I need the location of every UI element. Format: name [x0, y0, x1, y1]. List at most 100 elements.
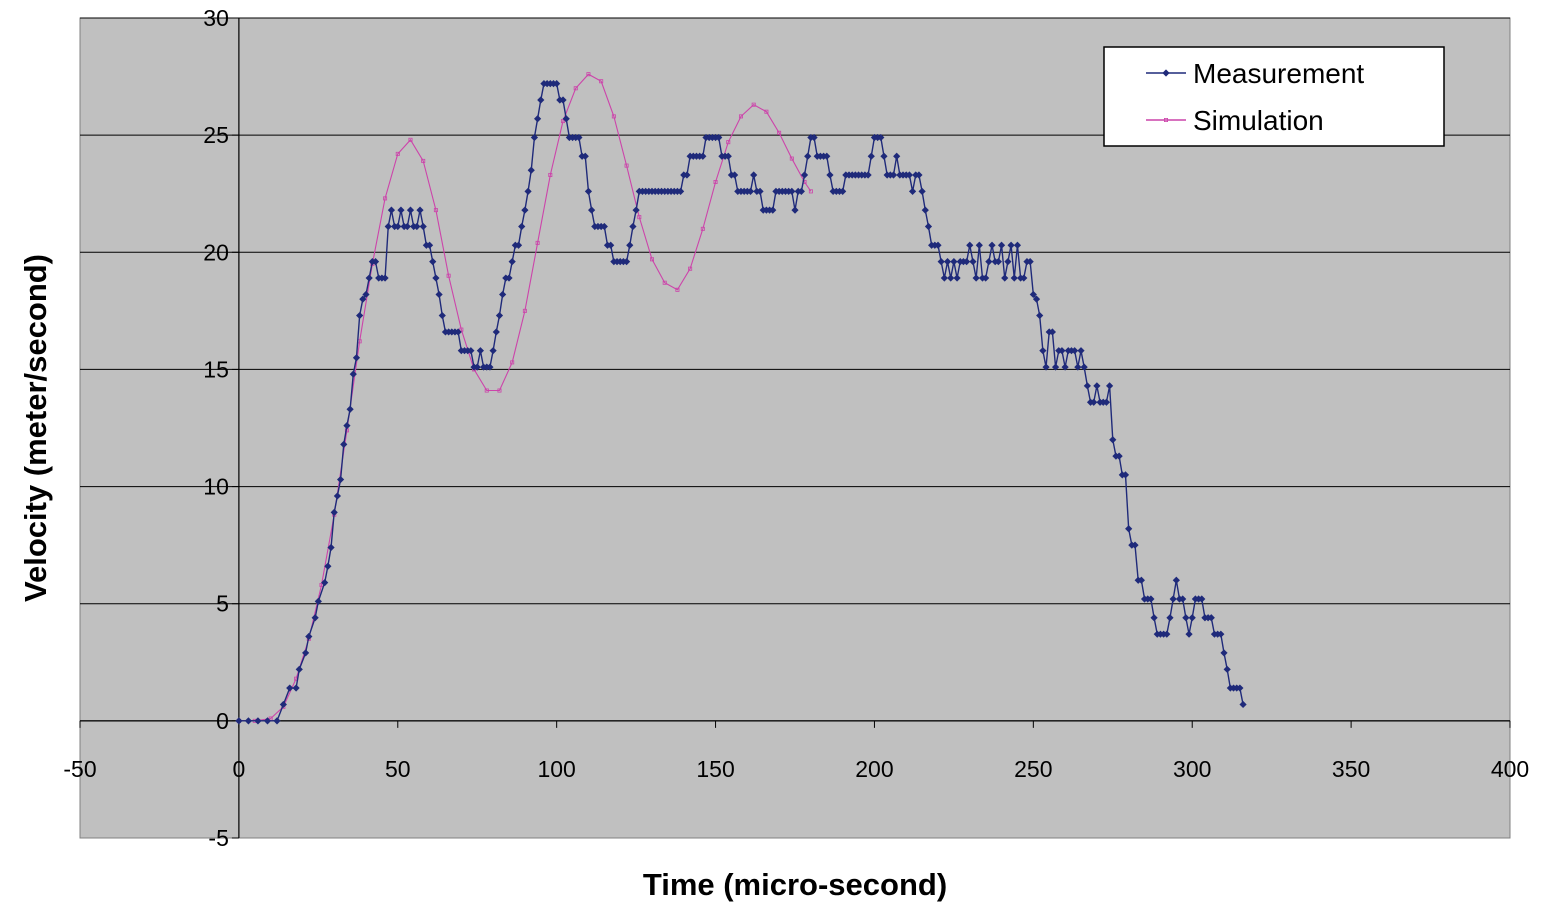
simulation-point — [408, 137, 413, 142]
measurement-point — [953, 274, 961, 282]
simulation-point — [738, 114, 743, 119]
measurement-point — [406, 206, 415, 214]
measurement-point — [467, 347, 475, 355]
measurement-point — [495, 311, 504, 320]
measurement-point — [607, 241, 615, 249]
measurement-point — [321, 579, 329, 587]
measurement-point — [263, 717, 272, 725]
measurement-point — [997, 241, 1006, 249]
measurement-point — [381, 274, 389, 282]
measurement-point — [1137, 576, 1145, 584]
measurement-point — [1004, 258, 1012, 266]
measurement-series — [235, 80, 1247, 725]
legend-swatch-marker — [1164, 118, 1169, 123]
measurement-point — [937, 258, 945, 266]
measurement-point — [1093, 382, 1101, 390]
x-tick-label: 0 — [232, 756, 245, 782]
measurement-point — [524, 187, 532, 195]
measurement-point — [505, 274, 513, 282]
measurement-point — [559, 96, 567, 104]
measurement-point — [286, 684, 294, 692]
measurement-point — [969, 258, 977, 266]
measurement-point — [1182, 614, 1190, 622]
measurement-point — [731, 171, 739, 179]
measurement-point — [330, 508, 338, 516]
measurement-point — [1172, 576, 1180, 584]
plot-area — [79, 17, 1511, 839]
measurement-point — [1163, 630, 1171, 638]
measurement-point — [943, 258, 952, 266]
measurement-point — [940, 274, 948, 282]
measurement-point — [292, 684, 300, 692]
simulation-point — [268, 716, 273, 721]
measurement-point — [750, 171, 758, 179]
measurement-point — [1039, 347, 1047, 355]
measurement-point — [371, 258, 380, 266]
measurement-point — [362, 290, 370, 299]
measurement-point — [1217, 630, 1225, 638]
measurement-point — [893, 152, 901, 160]
simulation-point — [808, 189, 813, 194]
measurement-point — [530, 133, 539, 142]
measurement-point — [553, 80, 561, 88]
measurement-point — [244, 717, 253, 725]
simulation-point — [599, 79, 604, 84]
measurement-point — [966, 241, 974, 249]
measurement-point — [800, 171, 809, 179]
measurement-point — [279, 700, 287, 709]
measurement-point — [1048, 328, 1056, 336]
measurement-point — [324, 562, 332, 570]
measurement-point — [797, 187, 805, 195]
legend-items: Measurement Simulation — [1146, 58, 1364, 136]
measurement-point — [1198, 595, 1206, 603]
simulation-point — [611, 114, 616, 119]
measurement-point — [454, 328, 462, 336]
measurement-point — [1020, 274, 1028, 282]
measurement-point — [305, 632, 313, 641]
y-tick-label: 25 — [203, 122, 229, 148]
measurement-point — [1188, 614, 1196, 622]
measurement-point — [340, 440, 348, 448]
measurement-point — [1131, 541, 1139, 549]
measurement-point — [791, 206, 799, 214]
simulation-point — [789, 156, 794, 161]
simulation-point — [777, 130, 782, 135]
x-tick-label: 250 — [1014, 756, 1052, 782]
measurement-point — [314, 597, 322, 605]
simulation-point — [535, 240, 540, 245]
legend-item-measurement: Measurement — [1146, 58, 1364, 89]
x-tick-label: 350 — [1332, 756, 1370, 782]
simulation-point — [700, 226, 705, 231]
measurement-point — [715, 133, 723, 142]
measurement-point — [1207, 614, 1215, 622]
simulation-point — [650, 257, 655, 262]
x-tick-label: -50 — [63, 756, 96, 782]
measurement-point — [588, 206, 596, 214]
measurement-point — [963, 258, 971, 266]
measurement-point — [988, 241, 996, 249]
measurement-point — [359, 295, 367, 303]
simulation-point — [522, 308, 527, 313]
measurement-point — [626, 241, 634, 249]
measurement-point — [302, 649, 310, 657]
measurement-point — [1109, 436, 1117, 444]
measurement-point — [1125, 525, 1133, 533]
measurement-point — [908, 187, 917, 195]
measurement-point — [918, 187, 926, 195]
measurement-point — [1058, 347, 1066, 355]
measurement-point — [1026, 258, 1034, 266]
measurement-point — [1115, 452, 1123, 460]
measurement-point — [527, 166, 535, 174]
measurement-point — [1051, 363, 1060, 371]
measurement-point — [877, 133, 885, 142]
measurement-point — [622, 258, 631, 266]
measurement-point — [1102, 398, 1111, 406]
measurement-point — [365, 274, 373, 282]
measurement-point — [982, 274, 990, 282]
y-tick-label: 0 — [216, 708, 229, 734]
measurement-point — [403, 222, 411, 231]
simulation-point — [484, 388, 489, 393]
measurement-point — [534, 115, 542, 123]
measurement-point — [1220, 649, 1228, 657]
measurement-point — [584, 187, 593, 195]
